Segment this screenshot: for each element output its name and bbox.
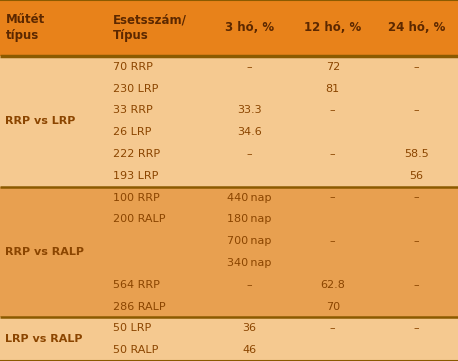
Text: 564 RRP: 564 RRP — [113, 280, 160, 290]
Text: 222 RRP: 222 RRP — [113, 149, 160, 159]
Text: 50 LRP: 50 LRP — [113, 323, 152, 333]
Text: –: – — [330, 105, 336, 116]
Text: 70: 70 — [326, 301, 340, 312]
Bar — [0, 0, 458, 56]
Text: RRP vs RALP: RRP vs RALP — [5, 247, 84, 257]
Text: 50 RALP: 50 RALP — [113, 345, 158, 355]
Text: –: – — [247, 280, 252, 290]
Text: –: – — [414, 105, 419, 116]
Text: 58.5: 58.5 — [404, 149, 429, 159]
Text: –: – — [414, 62, 419, 72]
Text: Műtét
típus: Műtét típus — [5, 13, 45, 43]
Text: –: – — [414, 192, 419, 203]
Text: –: – — [414, 323, 419, 333]
Text: –: – — [247, 149, 252, 159]
Text: 26 LRP: 26 LRP — [113, 127, 152, 137]
Text: 180 nap: 180 nap — [228, 214, 272, 225]
Text: 340 nap: 340 nap — [228, 258, 272, 268]
Text: 700 nap: 700 nap — [228, 236, 272, 246]
Bar — [0, 317, 458, 361]
Text: 62.8: 62.8 — [320, 280, 345, 290]
Text: 24 hó, %: 24 hó, % — [387, 21, 445, 35]
Text: –: – — [414, 236, 419, 246]
Bar — [0, 187, 458, 317]
Text: 72: 72 — [326, 62, 340, 72]
Text: 81: 81 — [326, 84, 340, 93]
Text: 440 nap: 440 nap — [227, 192, 272, 203]
Text: 100 RRP: 100 RRP — [113, 192, 160, 203]
Text: 46: 46 — [243, 345, 256, 355]
Text: RRP vs LRP: RRP vs LRP — [5, 116, 76, 126]
Bar — [0, 56, 458, 187]
Text: –: – — [330, 236, 336, 246]
Text: 34.6: 34.6 — [237, 127, 262, 137]
Text: –: – — [330, 192, 336, 203]
Text: –: – — [330, 149, 336, 159]
Text: 230 LRP: 230 LRP — [113, 84, 158, 93]
Text: 12 hó, %: 12 hó, % — [304, 21, 361, 35]
Text: 193 LRP: 193 LRP — [113, 171, 158, 181]
Text: 56: 56 — [409, 171, 423, 181]
Text: 3 hó, %: 3 hó, % — [225, 21, 274, 35]
Text: –: – — [414, 280, 419, 290]
Text: 33.3: 33.3 — [237, 105, 262, 116]
Text: LRP vs RALP: LRP vs RALP — [5, 334, 83, 344]
Text: 286 RALP: 286 RALP — [113, 301, 166, 312]
Text: 70 RRP: 70 RRP — [113, 62, 153, 72]
Text: Esetsszám/
Típus: Esetsszám/ Típus — [113, 13, 187, 43]
Text: –: – — [330, 323, 336, 333]
Text: 200 RALP: 200 RALP — [113, 214, 166, 225]
Text: 36: 36 — [243, 323, 256, 333]
Text: –: – — [247, 62, 252, 72]
Text: 33 RRP: 33 RRP — [113, 105, 153, 116]
